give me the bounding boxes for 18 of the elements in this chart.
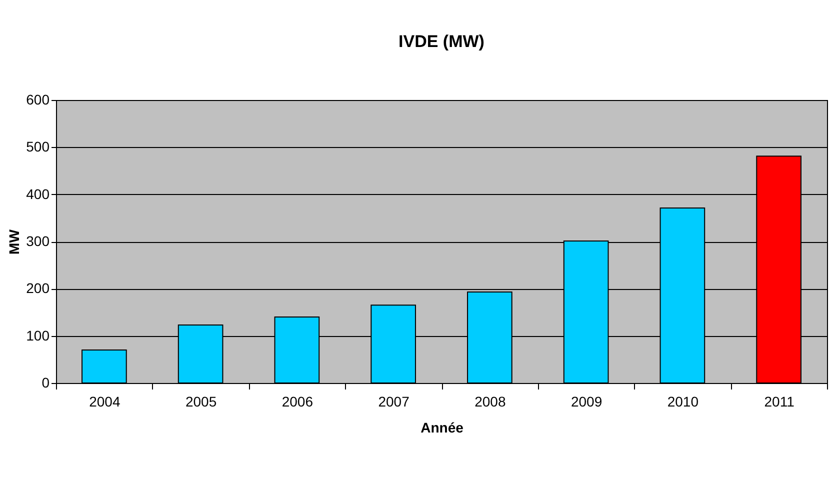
y-tick-label: 300 — [26, 233, 50, 249]
x-tick-label: 2004 — [89, 394, 120, 410]
y-tick-label: 400 — [26, 186, 50, 202]
x-tick-label: 2010 — [667, 394, 699, 410]
y-tick-label: 0 — [42, 374, 50, 390]
x-tick-label: 2005 — [185, 394, 217, 410]
y-axis-title: MW — [6, 228, 22, 254]
y-tick-label: 500 — [26, 138, 50, 155]
y-tick-label: 600 — [26, 92, 50, 108]
x-tick-label: 2011 — [764, 394, 795, 410]
x-tick-label: 2006 — [282, 394, 314, 410]
x-tick-label: 2008 — [474, 394, 506, 410]
x-axis-title: Année — [420, 420, 464, 436]
chart-title: IVDE (MW) — [398, 32, 484, 51]
y-tick-label: 100 — [26, 327, 50, 344]
x-tick-label: 2007 — [378, 394, 410, 410]
x-tick-label: 2009 — [570, 394, 602, 410]
y-tick-label: 200 — [26, 280, 50, 296]
